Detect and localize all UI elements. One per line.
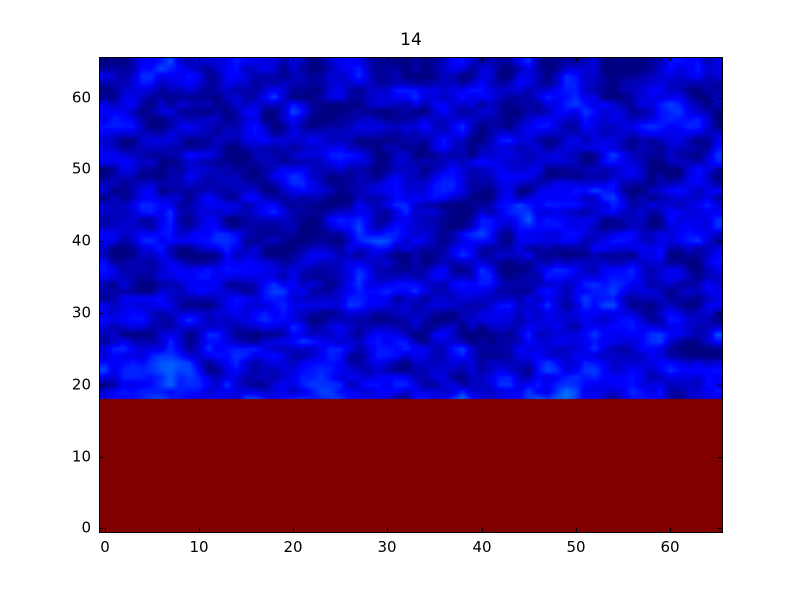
x-ticklabel-10: 10 [189, 538, 209, 556]
y-ticklabel-0: 0 [81, 518, 91, 537]
x-tick-10 [199, 528, 200, 532]
y-tick-right-50 [718, 169, 722, 170]
x-tick-top-60 [670, 57, 671, 61]
x-tick-top-50 [576, 57, 577, 61]
y-tick-0 [99, 528, 103, 529]
x-tick-60 [670, 528, 671, 532]
y-tick-right-0 [718, 528, 722, 529]
x-tick-top-0 [105, 57, 106, 61]
x-ticklabel-50: 50 [566, 538, 586, 556]
x-ticklabel-30: 30 [377, 538, 397, 556]
x-tick-50 [576, 528, 577, 532]
y-tick-right-30 [718, 313, 722, 314]
y-tick-20 [99, 385, 103, 386]
x-tick-top-30 [387, 57, 388, 61]
y-ticklabel-60: 60 [71, 88, 91, 107]
y-ticklabel-40: 40 [71, 231, 91, 250]
x-tick-40 [482, 528, 483, 532]
x-ticklabel-40: 40 [472, 538, 492, 556]
y-ticklabel-10: 10 [71, 447, 91, 466]
x-tick-0 [105, 528, 106, 532]
y-tick-40 [99, 241, 103, 242]
y-tick-30 [99, 313, 103, 314]
x-ticklabel-20: 20 [283, 538, 303, 556]
y-ticklabel-50: 50 [71, 159, 91, 178]
x-tick-top-10 [199, 57, 200, 61]
x-tick-top-20 [293, 57, 294, 61]
y-tick-60 [99, 98, 103, 99]
y-tick-right-60 [718, 98, 722, 99]
y-ticklabel-20: 20 [71, 375, 91, 394]
y-tick-right-10 [718, 457, 722, 458]
page-title: 14 [400, 30, 422, 50]
x-tick-30 [387, 528, 388, 532]
y-ticklabel-30: 30 [71, 303, 91, 322]
x-ticklabel-0: 0 [100, 538, 110, 556]
y-tick-right-20 [718, 385, 722, 386]
x-tick-20 [293, 528, 294, 532]
heatmap-axes [99, 57, 723, 533]
y-tick-10 [99, 457, 103, 458]
x-ticklabel-60: 60 [660, 538, 680, 556]
y-tick-right-40 [718, 241, 722, 242]
y-tick-50 [99, 169, 103, 170]
x-tick-top-40 [482, 57, 483, 61]
heatmap-image [100, 58, 722, 532]
